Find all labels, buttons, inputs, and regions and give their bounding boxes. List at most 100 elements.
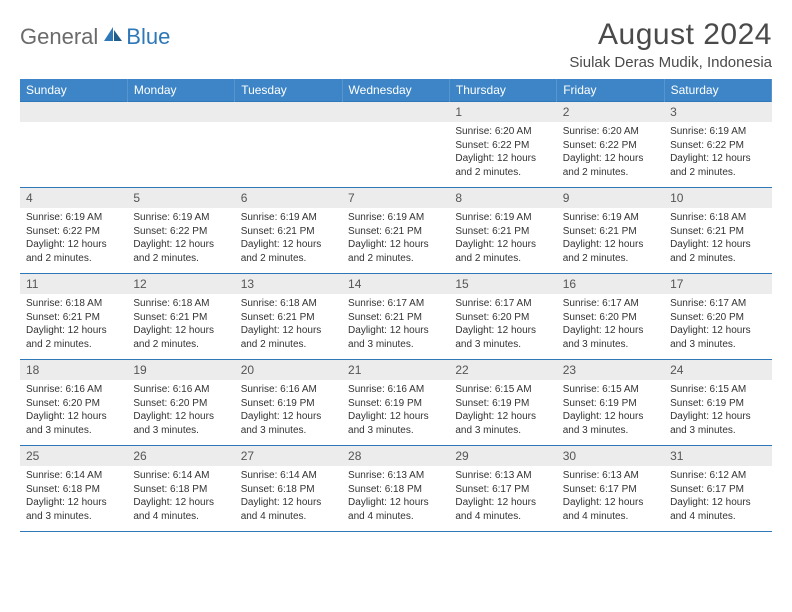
sunset-text: Sunset: 6:18 PM bbox=[26, 483, 121, 497]
calendar-week: 1Sunrise: 6:20 AMSunset: 6:22 PMDaylight… bbox=[20, 102, 772, 188]
daylight-text: Daylight: 12 hours and 2 minutes. bbox=[670, 152, 765, 179]
sunrise-text: Sunrise: 6:18 AM bbox=[26, 297, 121, 311]
day-details: Sunrise: 6:15 AMSunset: 6:19 PMDaylight:… bbox=[664, 380, 771, 441]
calendar-day-cell bbox=[20, 102, 127, 188]
calendar-day-cell bbox=[127, 102, 234, 188]
calendar-day-cell: 21Sunrise: 6:16 AMSunset: 6:19 PMDayligh… bbox=[342, 360, 449, 446]
calendar-day-cell: 19Sunrise: 6:16 AMSunset: 6:20 PMDayligh… bbox=[127, 360, 234, 446]
daylight-text: Daylight: 12 hours and 3 minutes. bbox=[241, 410, 336, 437]
title-block: August 2024 Siulak Deras Mudik, Indonesi… bbox=[569, 18, 772, 71]
sunset-text: Sunset: 6:21 PM bbox=[26, 311, 121, 325]
sunset-text: Sunset: 6:19 PM bbox=[563, 397, 658, 411]
day-details: Sunrise: 6:19 AMSunset: 6:22 PMDaylight:… bbox=[664, 122, 771, 183]
sunrise-text: Sunrise: 6:18 AM bbox=[241, 297, 336, 311]
day-number: 16 bbox=[557, 274, 664, 294]
calendar-page: General Blue August 2024 Siulak Deras Mu… bbox=[0, 0, 792, 542]
day-details: Sunrise: 6:16 AMSunset: 6:20 PMDaylight:… bbox=[127, 380, 234, 441]
day-number: 20 bbox=[235, 360, 342, 380]
day-details: Sunrise: 6:19 AMSunset: 6:22 PMDaylight:… bbox=[127, 208, 234, 269]
sunset-text: Sunset: 6:17 PM bbox=[563, 483, 658, 497]
day-number: 31 bbox=[664, 446, 771, 466]
sunrise-text: Sunrise: 6:19 AM bbox=[241, 211, 336, 225]
day-number: 22 bbox=[449, 360, 556, 380]
sunset-text: Sunset: 6:21 PM bbox=[241, 225, 336, 239]
sunrise-text: Sunrise: 6:13 AM bbox=[455, 469, 550, 483]
daylight-text: Daylight: 12 hours and 2 minutes. bbox=[241, 324, 336, 351]
header: General Blue August 2024 Siulak Deras Mu… bbox=[20, 18, 772, 71]
calendar-week: 4Sunrise: 6:19 AMSunset: 6:22 PMDaylight… bbox=[20, 188, 772, 274]
logo-text-blue: Blue bbox=[126, 24, 170, 50]
daylight-text: Daylight: 12 hours and 4 minutes. bbox=[348, 496, 443, 523]
sunset-text: Sunset: 6:19 PM bbox=[455, 397, 550, 411]
calendar-week: 18Sunrise: 6:16 AMSunset: 6:20 PMDayligh… bbox=[20, 360, 772, 446]
calendar-day-cell: 29Sunrise: 6:13 AMSunset: 6:17 PMDayligh… bbox=[449, 446, 556, 532]
sunset-text: Sunset: 6:22 PM bbox=[26, 225, 121, 239]
calendar-day-cell: 13 Sunrise: 6:18 AMSunset: 6:21 PMDayligh… bbox=[235, 274, 342, 360]
day-details: Sunrise: 6:18 AMSunset: 6:21 PMDaylight:… bbox=[20, 294, 127, 355]
weekday-header: Friday bbox=[557, 79, 664, 102]
sunrise-text: Sunrise: 6:17 AM bbox=[455, 297, 550, 311]
calendar-day-cell: 5Sunrise: 6:19 AMSunset: 6:22 PMDaylight… bbox=[127, 188, 234, 274]
sunrise-text: Sunrise: 6:19 AM bbox=[563, 211, 658, 225]
daylight-text: Daylight: 12 hours and 4 minutes. bbox=[455, 496, 550, 523]
sunrise-text: Sunrise: 6:20 AM bbox=[455, 125, 550, 139]
calendar-day-cell: 18Sunrise: 6:16 AMSunset: 6:20 PMDayligh… bbox=[20, 360, 127, 446]
sunrise-text: Sunrise: 6:15 AM bbox=[670, 383, 765, 397]
daylight-text: Daylight: 12 hours and 3 minutes. bbox=[133, 410, 228, 437]
daylight-text: Daylight: 12 hours and 2 minutes. bbox=[455, 152, 550, 179]
daylight-text: Daylight: 12 hours and 2 minutes. bbox=[670, 238, 765, 265]
sunrise-text: Sunrise: 6:17 AM bbox=[563, 297, 658, 311]
calendar-day-cell: 14Sunrise: 6:17 AMSunset: 6:21 PMDayligh… bbox=[342, 274, 449, 360]
day-number: 17 bbox=[664, 274, 771, 294]
weekday-header-row: Sunday Monday Tuesday Wednesday Thursday… bbox=[20, 79, 772, 102]
calendar-day-cell bbox=[235, 102, 342, 188]
sunrise-text: Sunrise: 6:19 AM bbox=[455, 211, 550, 225]
day-details: Sunrise: 6:17 AMSunset: 6:20 PMDaylight:… bbox=[449, 294, 556, 355]
day-details: Sunrise: 6:13 AMSunset: 6:18 PMDaylight:… bbox=[342, 466, 449, 527]
sunrise-text: Sunrise: 6:17 AM bbox=[670, 297, 765, 311]
daylight-text: Daylight: 12 hours and 3 minutes. bbox=[26, 496, 121, 523]
day-number: 19 bbox=[127, 360, 234, 380]
daylight-text: Daylight: 12 hours and 3 minutes. bbox=[455, 324, 550, 351]
sunset-text: Sunset: 6:20 PM bbox=[670, 311, 765, 325]
day-number bbox=[235, 102, 342, 122]
day-details: Sunrise: 6:13 AMSunset: 6:17 PMDaylight:… bbox=[557, 466, 664, 527]
sunset-text: Sunset: 6:18 PM bbox=[133, 483, 228, 497]
sunset-text: Sunset: 6:18 PM bbox=[348, 483, 443, 497]
day-number: 27 bbox=[235, 446, 342, 466]
daylight-text: Daylight: 12 hours and 2 minutes. bbox=[133, 324, 228, 351]
location: Siulak Deras Mudik, Indonesia bbox=[569, 54, 772, 71]
calendar-day-cell: 24Sunrise: 6:15 AMSunset: 6:19 PMDayligh… bbox=[664, 360, 771, 446]
day-number: 29 bbox=[449, 446, 556, 466]
day-details: Sunrise: 6:17 AMSunset: 6:20 PMDaylight:… bbox=[664, 294, 771, 355]
sunset-text: Sunset: 6:17 PM bbox=[670, 483, 765, 497]
daylight-text: Daylight: 12 hours and 2 minutes. bbox=[348, 238, 443, 265]
calendar-day-cell bbox=[342, 102, 449, 188]
daylight-text: Daylight: 12 hours and 3 minutes. bbox=[26, 410, 121, 437]
daylight-text: Daylight: 12 hours and 2 minutes. bbox=[563, 152, 658, 179]
sunrise-text: Sunrise: 6:16 AM bbox=[348, 383, 443, 397]
day-number: 21 bbox=[342, 360, 449, 380]
weekday-header: Wednesday bbox=[342, 79, 449, 102]
calendar-day-cell: 4Sunrise: 6:19 AMSunset: 6:22 PMDaylight… bbox=[20, 188, 127, 274]
sunrise-text: Sunrise: 6:19 AM bbox=[26, 211, 121, 225]
calendar-day-cell: 25Sunrise: 6:14 AMSunset: 6:18 PMDayligh… bbox=[20, 446, 127, 532]
day-number: 10 bbox=[664, 188, 771, 208]
sunrise-text: Sunrise: 6:18 AM bbox=[670, 211, 765, 225]
sunrise-text: Sunrise: 6:17 AM bbox=[348, 297, 443, 311]
day-details: Sunrise: 6:12 AMSunset: 6:17 PMDaylight:… bbox=[664, 466, 771, 527]
sunset-text: Sunset: 6:20 PM bbox=[563, 311, 658, 325]
daylight-text: Daylight: 12 hours and 4 minutes. bbox=[133, 496, 228, 523]
day-number: 13 bbox=[235, 274, 342, 294]
sunrise-text: Sunrise: 6:15 AM bbox=[455, 383, 550, 397]
day-details: Sunrise: 6:19 AMSunset: 6:22 PMDaylight:… bbox=[20, 208, 127, 269]
sunset-text: Sunset: 6:21 PM bbox=[241, 311, 336, 325]
sunset-text: Sunset: 6:21 PM bbox=[670, 225, 765, 239]
day-details: Sunrise: 6:19 AMSunset: 6:21 PMDaylight:… bbox=[557, 208, 664, 269]
daylight-text: Daylight: 12 hours and 4 minutes. bbox=[241, 496, 336, 523]
day-details: Sunrise: 6:16 AMSunset: 6:19 PMDaylight:… bbox=[235, 380, 342, 441]
logo: General Blue bbox=[20, 18, 170, 50]
day-number: 15 bbox=[449, 274, 556, 294]
day-details: Sunrise: 6:17 AMSunset: 6:20 PMDaylight:… bbox=[557, 294, 664, 355]
sunrise-text: Sunrise: 6:16 AM bbox=[26, 383, 121, 397]
